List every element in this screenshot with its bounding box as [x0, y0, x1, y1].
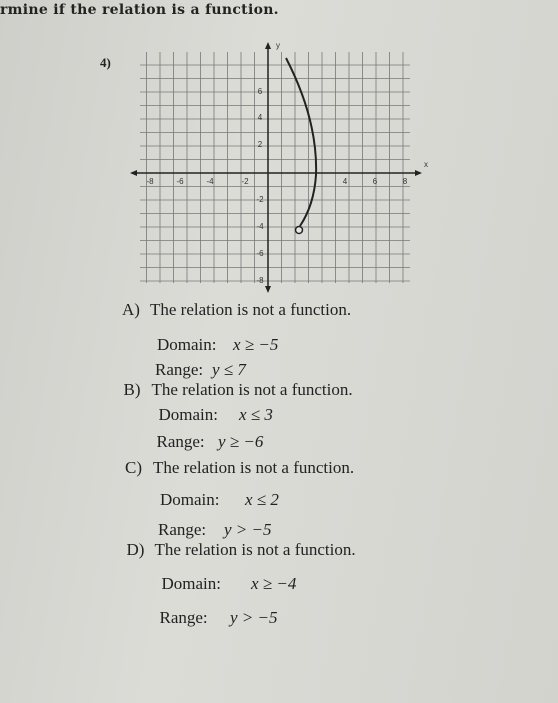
problem-number: 4) [100, 55, 111, 70]
y-tick-label: -6 [256, 249, 264, 258]
option-statement: The relation is not a function. [150, 300, 352, 319]
x-tick-label: -2 [241, 177, 249, 186]
y-tick-label: 4 [258, 113, 263, 122]
range-value: y > −5 [230, 608, 278, 627]
range-value: y > −5 [224, 520, 272, 539]
domain-label: Domain: [161, 574, 222, 593]
option-statement: The relation is not a function. [154, 540, 356, 559]
open-point [294, 225, 304, 235]
y-tick-label: -8 [256, 276, 264, 285]
option-letter: B) [123, 380, 141, 399]
domain-label: Domain: [160, 490, 220, 509]
x-tick-label: -6 [176, 177, 184, 186]
range-label: Range: [155, 360, 204, 379]
option-letter: D) [126, 540, 145, 559]
y-tick-label: 6 [258, 87, 263, 96]
range-value: y ≤ 7 [212, 360, 246, 379]
curve [285, 57, 318, 227]
option-letter: C) [125, 458, 142, 477]
range-label: Range: [158, 520, 207, 539]
domain-value: x ≤ 2 [245, 490, 279, 509]
x-tick-label: 4 [343, 177, 348, 186]
domain-value: x ≥ −5 [233, 335, 279, 354]
y-tick-label: 2 [258, 140, 263, 149]
x-tick-label: -8 [146, 177, 154, 186]
x-tick-label: 6 [373, 177, 378, 186]
option-letter: A) [122, 300, 140, 319]
x-tick-label: 8 [403, 177, 408, 186]
x-tick-label: -4 [206, 177, 214, 186]
domain-label: Domain: [158, 405, 219, 424]
range-label: Range: [159, 608, 208, 627]
y-tick-label: -2 [256, 195, 264, 204]
domain-value: x ≤ 3 [239, 405, 273, 424]
range-label: Range: [156, 432, 205, 451]
domain-value: x ≥ −4 [251, 574, 297, 593]
instruction: rmine if the relation is a function. [0, 2, 279, 18]
option-statement: The relation is not a function. [151, 380, 353, 399]
domain-label: Domain: [157, 335, 217, 354]
x-axis-label: x [424, 160, 428, 169]
y-axis-label: y [276, 41, 280, 50]
range-value: y ≥ −6 [218, 432, 264, 451]
option-statement: The relation is not a function. [153, 458, 355, 477]
y-tick-label: -4 [256, 222, 264, 231]
